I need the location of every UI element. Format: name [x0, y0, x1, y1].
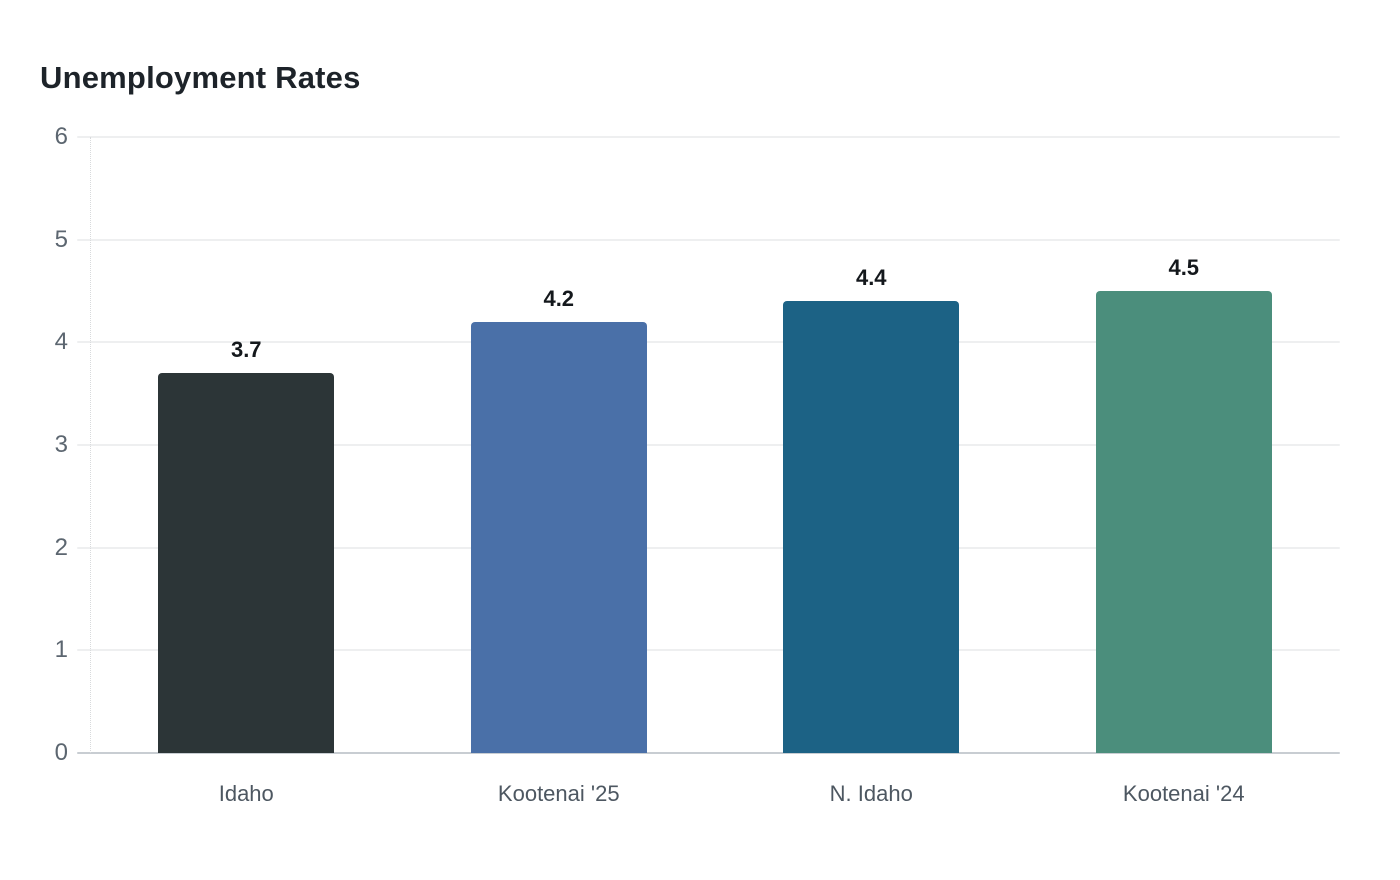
- y-tick-label: 2: [54, 533, 68, 561]
- gridline: [77, 444, 1340, 446]
- y-tick-label: 3: [54, 431, 68, 458]
- gridline: [77, 649, 1340, 652]
- gridline: [77, 136, 1340, 138]
- x-category-label: N. Idaho: [829, 781, 913, 806]
- bar-value-label: 4.4: [855, 265, 887, 291]
- bar-value-label: 4.5: [1168, 255, 1200, 280]
- gridline: [77, 238, 1340, 241]
- plot-area: 3.7 4.2 4.4 4.5: [77, 136, 1340, 754]
- x-category-label: Kootenai '25: [497, 781, 620, 806]
- chart-title: Unemployment Rates: [40, 60, 361, 95]
- bar: [470, 321, 647, 753]
- gridline: [77, 341, 1340, 344]
- y-tick-label: 1: [54, 636, 68, 664]
- x-category-label: Idaho: [218, 781, 274, 806]
- y-tick-label: 5: [54, 225, 68, 253]
- x-category-label: Kootenai '24: [1122, 781, 1245, 806]
- bar-value-label: 4.2: [543, 285, 575, 311]
- y-tick-label: 4: [54, 328, 68, 356]
- gridline: [77, 546, 1340, 549]
- bar: [1095, 291, 1272, 753]
- bar: [783, 301, 960, 753]
- bar: [158, 373, 335, 753]
- bar-value-label: 3.7: [230, 337, 262, 363]
- y-axis-line: [90, 137, 91, 753]
- x-axis-baseline: [77, 752, 1340, 754]
- y-tick-label: 0: [54, 739, 68, 766]
- y-tick-label: 6: [54, 123, 68, 150]
